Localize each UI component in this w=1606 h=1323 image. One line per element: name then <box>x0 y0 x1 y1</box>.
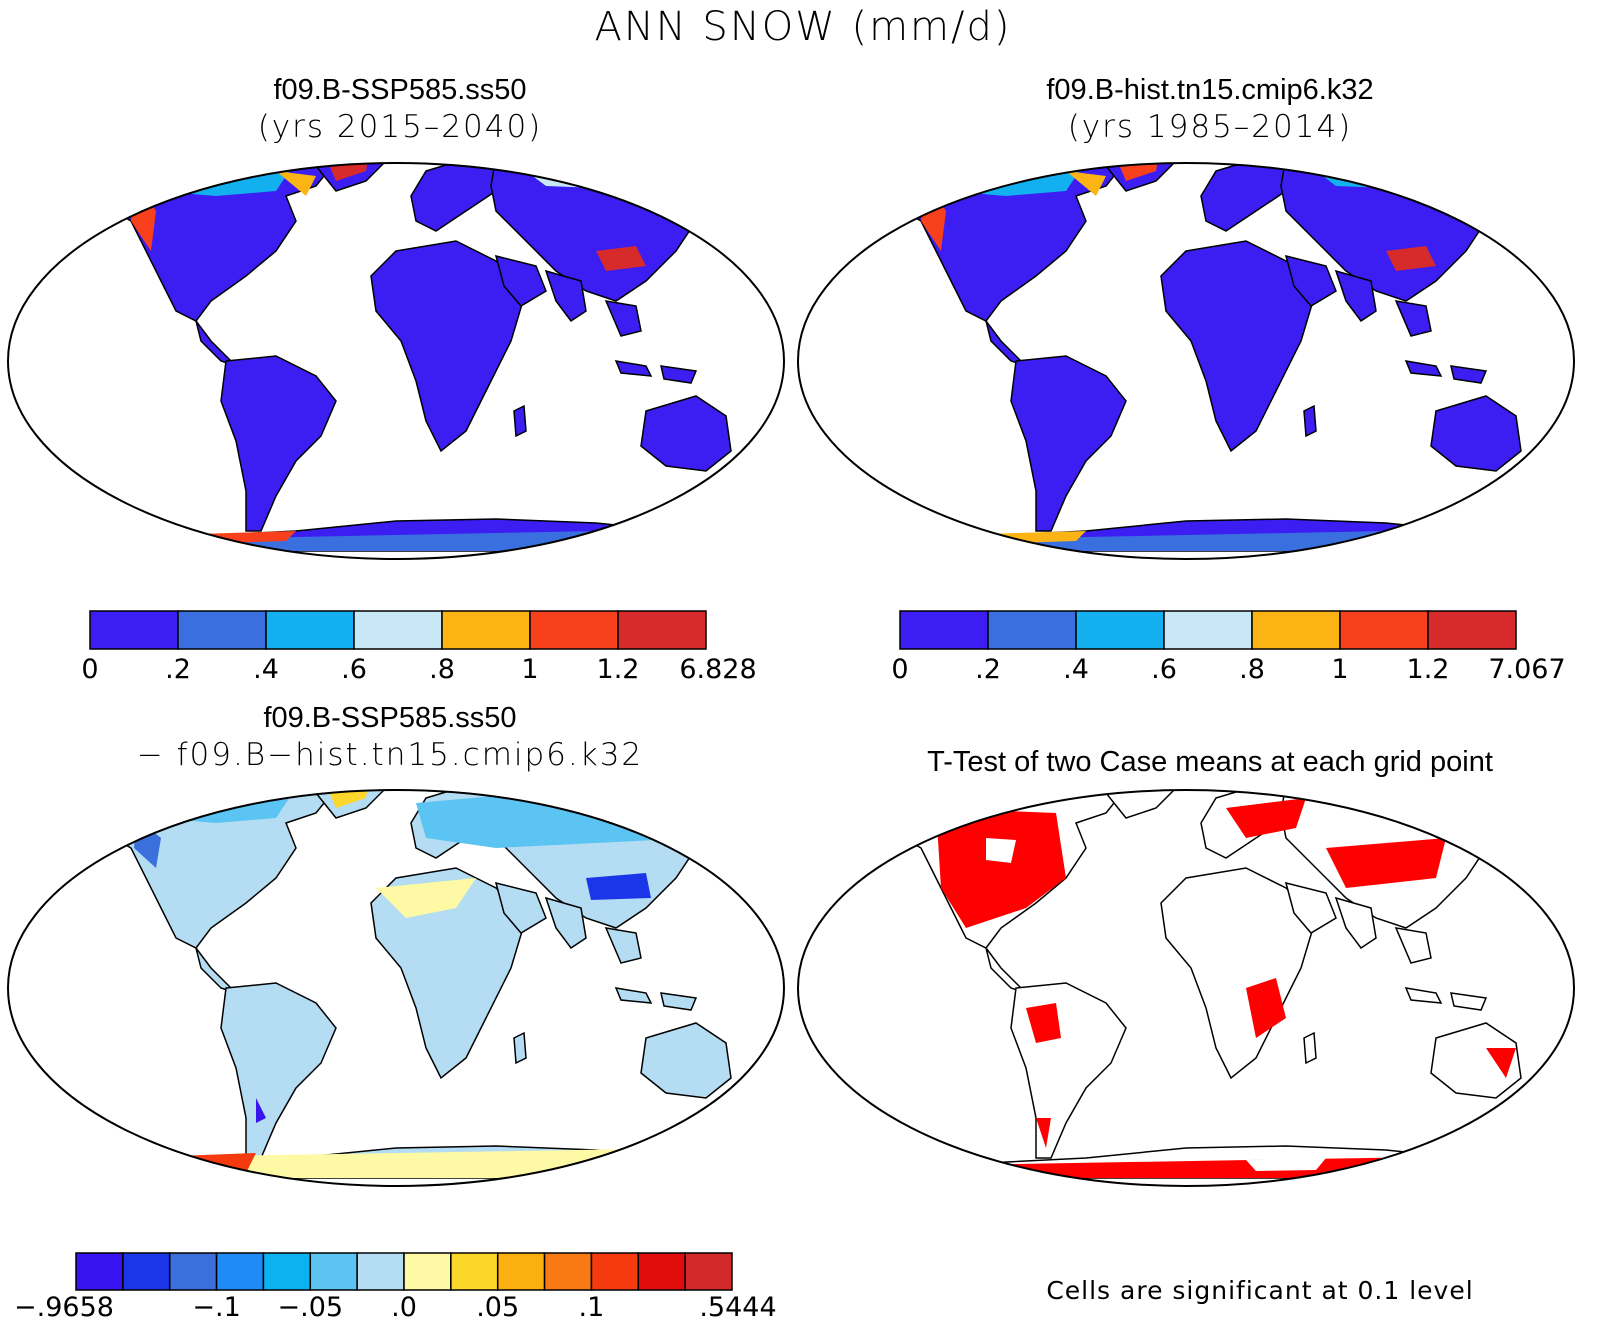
colorbar-box <box>75 1252 124 1291</box>
colorbar-label: .4 <box>253 654 279 685</box>
colorbar-box <box>529 610 619 650</box>
panel-case2-map <box>797 162 1575 560</box>
colorbar-box <box>1339 610 1429 650</box>
colorbar-label: .8 <box>1239 654 1265 685</box>
colorbar-box <box>168 1252 218 1291</box>
colorbar-box <box>89 610 179 650</box>
colorbar-label: 7.067 <box>1488 654 1566 685</box>
colorbar-box <box>1163 610 1253 650</box>
colorbar-label: 1 <box>1331 654 1349 685</box>
colorbar-box <box>262 1252 312 1291</box>
panel-ttest-note: Cells are significant at 0.1 level <box>1046 1276 1474 1305</box>
panel-case2-title-line1: f09.B-hist.tn15.cmip6.k32 <box>1046 74 1374 106</box>
colorbar-box <box>265 610 355 650</box>
colorbar-label: .0 <box>391 1292 417 1323</box>
panel-case1-map <box>7 162 785 560</box>
panel-diff-title-line2: − f09.B−hist.tn15.cmip6.k32 <box>136 737 644 773</box>
colorbar-label: 0 <box>891 654 909 685</box>
panel-case2-title-line2: (yrs 1985–2014) <box>1067 109 1353 145</box>
colorbar-box <box>1075 610 1165 650</box>
panel-diff-colorbar <box>75 1252 733 1291</box>
colorbar-label: −.05 <box>277 1292 344 1323</box>
colorbar-label: 1 <box>521 654 539 685</box>
panel-diff-map <box>7 789 785 1187</box>
colorbar-box <box>403 1252 452 1291</box>
colorbar-box <box>899 610 989 650</box>
colorbar-label: .4 <box>1063 654 1089 685</box>
panel-case2-colorbar <box>899 610 1517 650</box>
colorbar-box <box>684 1252 733 1291</box>
colorbar-label: .6 <box>1151 654 1177 685</box>
colorbar-label: 0 <box>81 654 99 685</box>
colorbar-box <box>496 1252 546 1291</box>
colorbar-label: −.9658 <box>14 1292 114 1323</box>
figure-title: ANN SNOW (mm/d) <box>594 4 1012 50</box>
panel-case1-title: f09.B-SSP585.ss50 (yrs 2015–2040) <box>40 72 760 146</box>
colorbar-box <box>441 610 531 650</box>
colorbar-label: .05 <box>476 1292 520 1323</box>
panel-case1-title-line1: f09.B-SSP585.ss50 <box>273 74 527 106</box>
panel-case1-title-line2: (yrs 2015–2040) <box>257 109 543 145</box>
colorbar-box <box>353 610 443 650</box>
colorbar-box <box>309 1252 358 1291</box>
colorbar-box <box>617 610 707 650</box>
panel-diff-title-line1: f09.B-SSP585.ss50 <box>263 702 517 734</box>
panel-ttest-map <box>797 789 1575 1187</box>
colorbar-box <box>543 1252 593 1291</box>
colorbar-box <box>450 1252 499 1291</box>
panel-case2-title: f09.B-hist.tn15.cmip6.k32 (yrs 1985–2014… <box>850 72 1570 146</box>
colorbar-box <box>215 1252 265 1291</box>
colorbar-label: 6.828 <box>679 654 757 685</box>
colorbar-label: .5444 <box>699 1292 777 1323</box>
colorbar-label: .8 <box>429 654 455 685</box>
colorbar-label: 1.2 <box>596 654 640 685</box>
colorbar-label: .1 <box>578 1292 605 1323</box>
colorbar-box <box>356 1252 405 1291</box>
panel-case1-colorbar <box>89 610 707 650</box>
panel-ttest-title: T-Test of two Case means at each grid po… <box>927 746 1493 778</box>
colorbar-box <box>590 1252 640 1291</box>
panel-diff-title: f09.B-SSP585.ss50 − f09.B−hist.tn15.cmip… <box>30 700 750 774</box>
colorbar-box <box>1427 610 1517 650</box>
colorbar-label: .2 <box>165 654 191 685</box>
colorbar-box <box>1251 610 1341 650</box>
colorbar-box <box>987 610 1077 650</box>
colorbar-box <box>637 1252 686 1291</box>
colorbar-label: −.1 <box>192 1292 241 1323</box>
colorbar-label: .2 <box>975 654 1001 685</box>
colorbar-label: .6 <box>341 654 367 685</box>
colorbar-label: 1.2 <box>1406 654 1450 685</box>
colorbar-box <box>177 610 267 650</box>
colorbar-box <box>122 1252 171 1291</box>
